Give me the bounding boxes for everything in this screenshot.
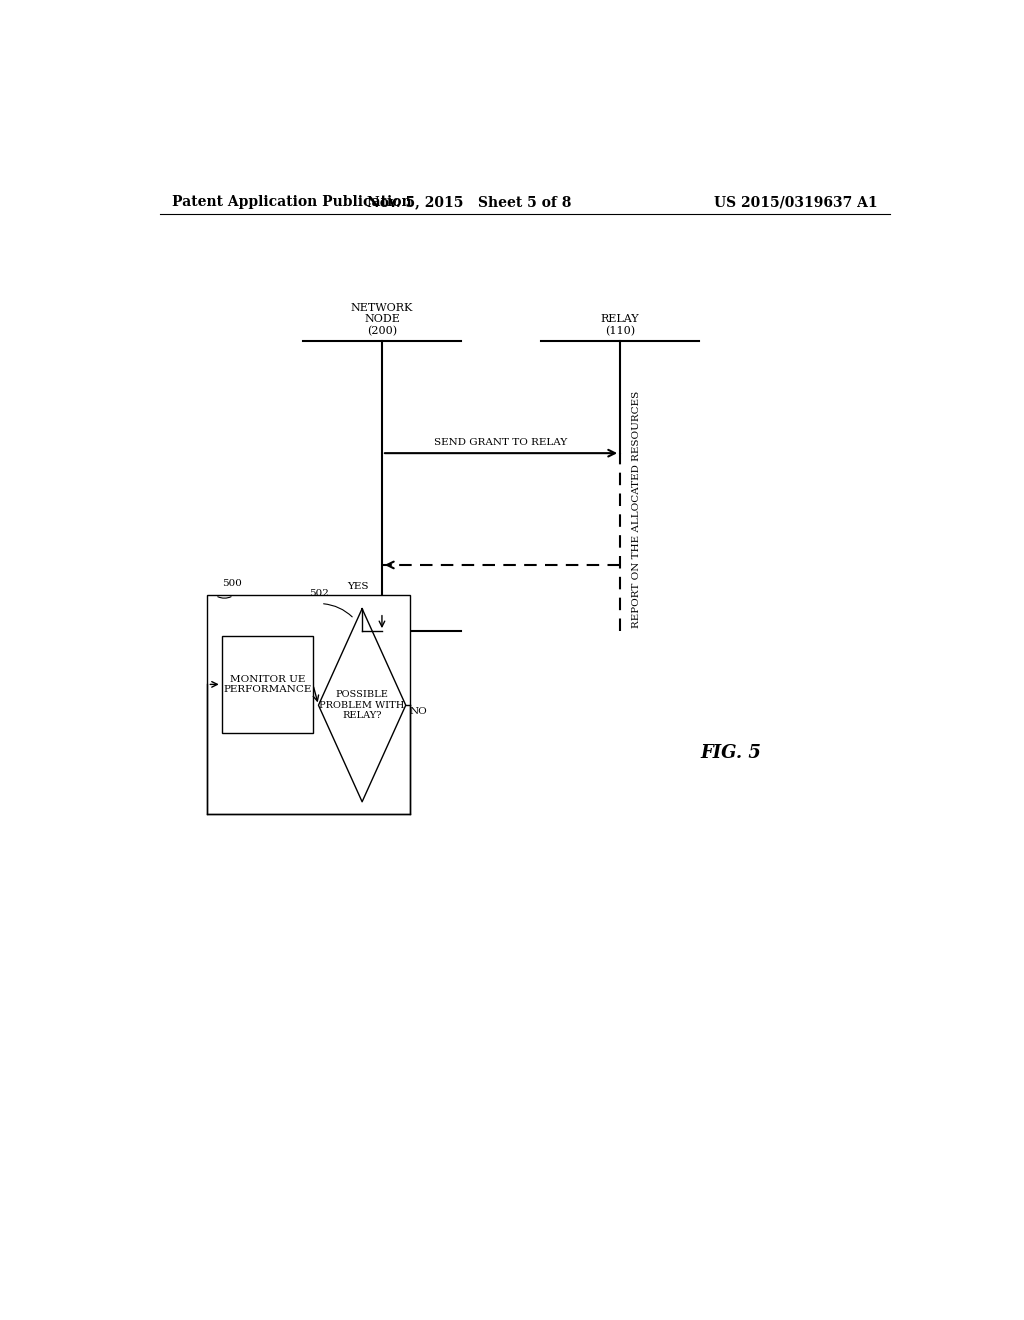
Text: FIG. 5: FIG. 5 (700, 744, 762, 762)
Text: REPORT ON THE ALLOCATED RESOURCES: REPORT ON THE ALLOCATED RESOURCES (632, 391, 641, 628)
Text: 500: 500 (221, 578, 242, 587)
Text: POSSIBLE
PROBLEM WITH
RELAY?: POSSIBLE PROBLEM WITH RELAY? (319, 690, 404, 721)
Text: SEND GRANT TO RELAY: SEND GRANT TO RELAY (434, 438, 567, 447)
Polygon shape (318, 609, 406, 801)
Text: RELAY
(110): RELAY (110) (601, 314, 639, 337)
Text: YES: YES (347, 582, 369, 591)
Text: Patent Application Publication: Patent Application Publication (172, 195, 412, 209)
Bar (207, 595, 410, 814)
Text: NO: NO (410, 706, 427, 715)
Text: US 2015/0319637 A1: US 2015/0319637 A1 (715, 195, 878, 209)
Text: Nov. 5, 2015   Sheet 5 of 8: Nov. 5, 2015 Sheet 5 of 8 (367, 195, 571, 209)
Bar (221, 636, 313, 733)
Text: NETWORK
NODE
(200): NETWORK NODE (200) (351, 302, 413, 337)
Text: 502: 502 (309, 589, 329, 598)
Text: MONITOR UE
PERFORMANCE: MONITOR UE PERFORMANCE (223, 675, 311, 694)
